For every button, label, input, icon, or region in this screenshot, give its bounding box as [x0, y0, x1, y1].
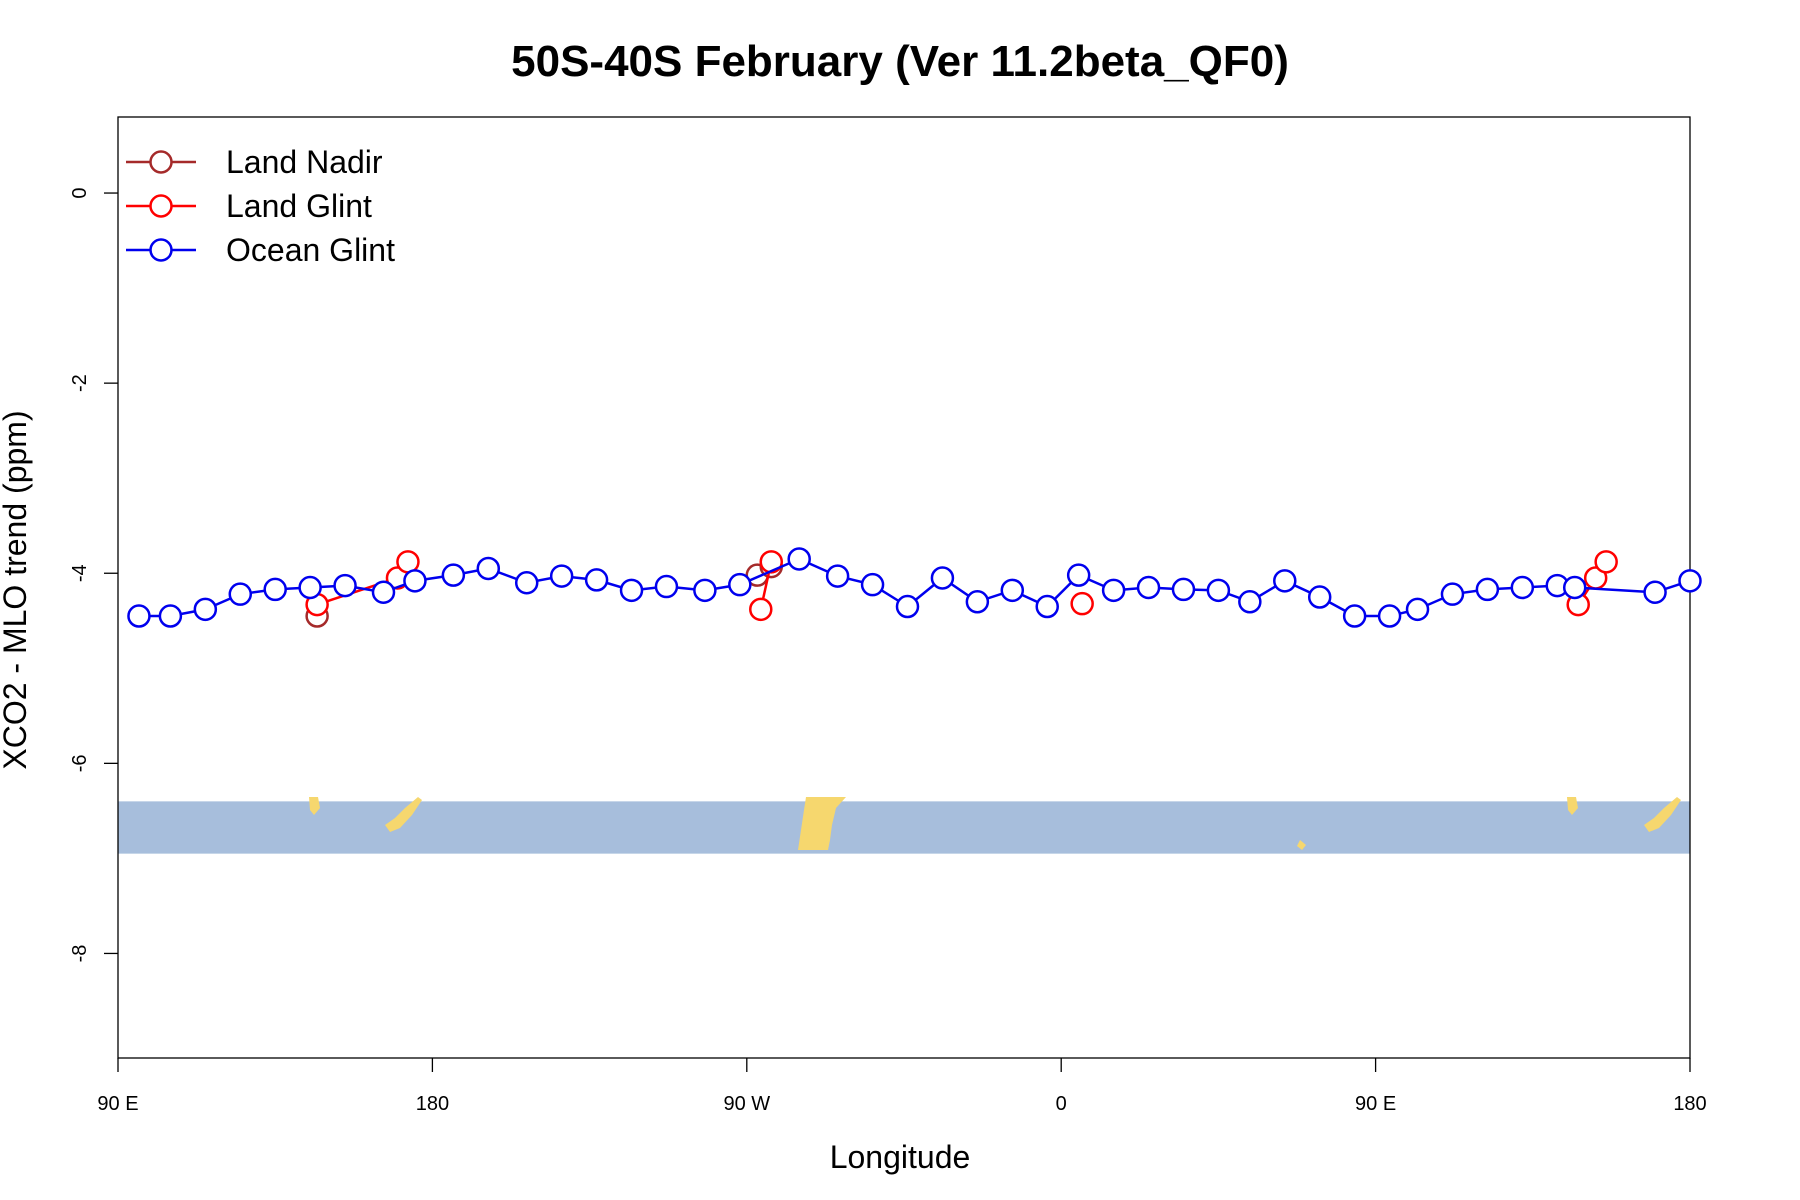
- data-point: [728, 572, 752, 597]
- data-point: [860, 572, 885, 597]
- y-tick-label: -6: [69, 754, 91, 772]
- data-point: [1510, 575, 1535, 600]
- data-point: [1594, 550, 1618, 574]
- data-point: [1307, 585, 1332, 609]
- data-point: [1342, 604, 1367, 628]
- data-point: [965, 590, 990, 614]
- x-tick-label: 180: [1673, 1093, 1706, 1115]
- data-point: [1440, 582, 1465, 606]
- x-tick-label: 90 E: [1355, 1093, 1396, 1115]
- x-tick-label: 180: [416, 1093, 449, 1115]
- land-south-america: [798, 797, 846, 850]
- land-islands: [1297, 840, 1306, 850]
- data-point: [895, 594, 920, 619]
- legend: Land Nadir Land Glint Ocean Glint: [126, 144, 395, 268]
- data-point: [1070, 591, 1094, 616]
- legend-marker: [149, 150, 173, 174]
- data-point: [158, 604, 183, 628]
- x-tick-label: 0: [1056, 1093, 1067, 1115]
- land-tasmania: [309, 797, 320, 815]
- data-point: [1562, 575, 1587, 600]
- legend-label: Land Nadir: [226, 144, 383, 180]
- data-point: [1035, 594, 1059, 619]
- data-point: [787, 547, 811, 571]
- data-point: [1171, 577, 1196, 602]
- data-point: [1238, 590, 1262, 614]
- legend-item: Land Glint: [126, 188, 372, 224]
- legend-marker: [149, 194, 173, 218]
- land-tasmania-repeat: [1567, 797, 1578, 815]
- data-point: [228, 582, 253, 606]
- data-point: [1475, 577, 1500, 602]
- data-point: [263, 577, 287, 602]
- data-point: [930, 566, 955, 590]
- x-axis: 90 E 180 90 W 0 90 E 180: [97, 1058, 1707, 1115]
- data-point: [298, 575, 322, 600]
- y-tick-label: -8: [69, 945, 91, 963]
- data-point: [1643, 580, 1667, 605]
- data-point: [693, 578, 717, 603]
- y-axis: 0 -2 -4 -6 -8: [69, 187, 118, 962]
- y-tick-label: 0: [69, 187, 91, 198]
- land-new-zealand: [385, 797, 422, 832]
- legend-marker: [149, 238, 173, 262]
- chart-title: 50S-40S February (Ver 11.2beta_QF0): [511, 37, 1289, 86]
- legend-item: Land Nadir: [126, 144, 383, 180]
- series-layer: [127, 547, 1702, 628]
- legend-label: Ocean Glint: [226, 232, 395, 268]
- data-point: [619, 578, 644, 603]
- data-point: [1101, 578, 1126, 603]
- data-point: [127, 604, 151, 628]
- data-point: [514, 570, 539, 595]
- data-point: [371, 580, 396, 605]
- data-point: [1000, 578, 1025, 603]
- y-tick-label: -4: [69, 564, 91, 582]
- plot-area: [117, 116, 1691, 1059]
- data-point: [403, 569, 427, 593]
- data-point: [825, 564, 850, 588]
- data-point: [193, 597, 218, 622]
- land-new-zealand-repeat: [1644, 797, 1681, 832]
- x-axis-label: Longitude: [830, 1139, 971, 1175]
- y-tick-label: -2: [69, 374, 91, 392]
- series-ocean-glint: [127, 547, 1702, 628]
- y-axis-label: XCO2 - MLO trend (ppm): [0, 410, 33, 769]
- data-point: [1273, 569, 1297, 593]
- x-tick-label: 90 W: [723, 1093, 770, 1115]
- data-point: [333, 573, 357, 598]
- legend-label: Land Glint: [226, 188, 372, 224]
- map-strip-ocean: [118, 801, 1690, 854]
- data-point: [549, 564, 574, 588]
- data-point: [1678, 569, 1702, 593]
- x-tick-label: 90 E: [97, 1093, 138, 1115]
- data-point: [1206, 578, 1231, 603]
- data-point: [441, 563, 466, 587]
- data-point: [749, 597, 773, 622]
- data-point: [654, 574, 679, 599]
- data-point: [1136, 575, 1161, 600]
- data-point: [1405, 597, 1430, 622]
- data-point: [1066, 563, 1091, 587]
- legend-item: Ocean Glint: [126, 232, 395, 268]
- data-point: [476, 556, 501, 581]
- data-point: [1377, 604, 1402, 628]
- data-point: [584, 568, 609, 592]
